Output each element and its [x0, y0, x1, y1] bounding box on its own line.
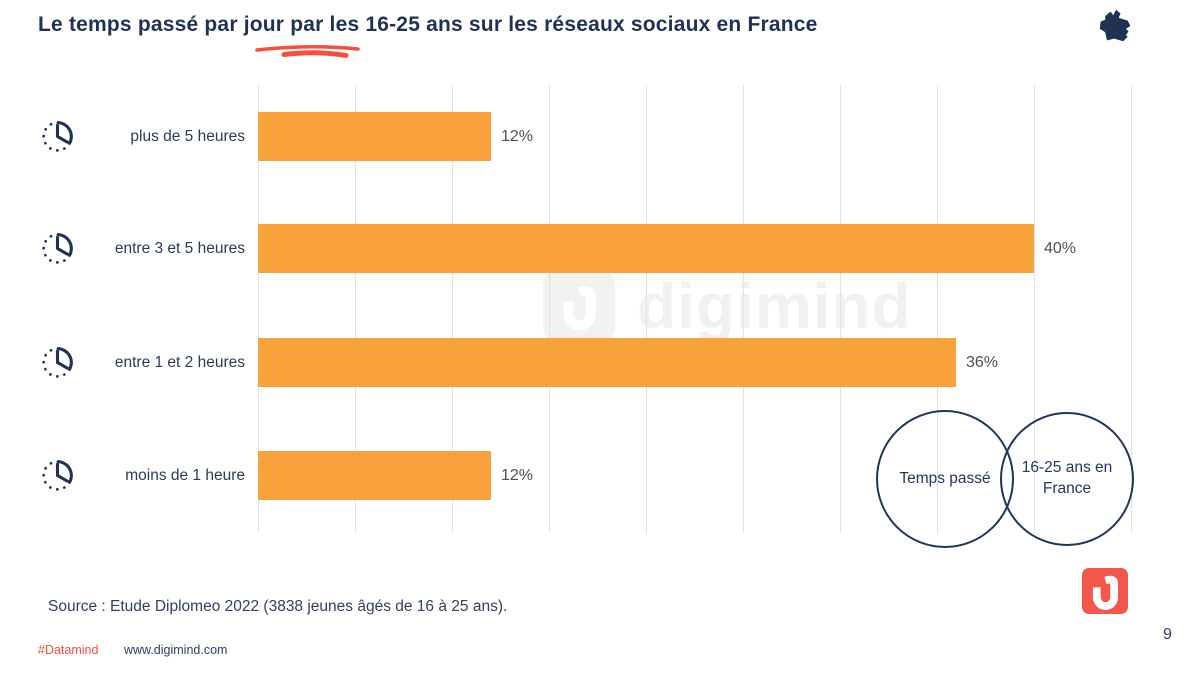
digimind-watermark-logo-icon	[543, 270, 615, 342]
france-map-icon	[1099, 9, 1131, 42]
clock-icon	[39, 230, 76, 272]
clock-icon	[39, 457, 76, 499]
venn-circle-temps-passe: Temps passé	[876, 410, 1014, 548]
category-label: entre 1 et 2 heures	[114, 353, 245, 371]
hashtag-datamind: #Datamind	[38, 643, 99, 657]
page-title: Le temps passé par jour par les 16-25 an…	[38, 13, 818, 36]
footer: #Datamind www.digimind.com	[38, 643, 227, 657]
bar-row: entre 3 et 5 heures 40%	[0, 224, 1200, 273]
bar-row: plus de 5 heures 12%	[0, 112, 1200, 161]
title-underline-scribble-icon	[255, 44, 360, 58]
clock-icon	[39, 118, 76, 160]
category-label: plus de 5 heures	[130, 127, 245, 145]
value-label: 36%	[966, 353, 999, 371]
bar	[258, 112, 491, 161]
bar	[258, 224, 1034, 273]
bar	[258, 451, 491, 500]
value-label: 40%	[1044, 239, 1077, 257]
source-text: Source : Etude Diplomeo 2022 (3838 jeune…	[48, 598, 508, 615]
venn-right-label: 16-25 ans en France	[1021, 459, 1113, 497]
venn-left-label: Temps passé	[899, 469, 991, 487]
value-label: 12%	[501, 466, 534, 484]
digimind-logo	[1082, 568, 1128, 614]
page-number: 9	[1163, 626, 1172, 643]
value-label: 12%	[501, 127, 534, 145]
digimind-d-icon	[1092, 575, 1119, 610]
category-label: moins de 1 heure	[125, 466, 245, 484]
bar-row: entre 1 et 2 heures 36%	[0, 338, 1200, 387]
venn-circle-16-25-ans: 16-25 ans en France	[1000, 412, 1134, 546]
clock-icon	[39, 344, 76, 386]
website-link: www.digimind.com	[123, 643, 228, 657]
category-label: entre 3 et 5 heures	[114, 239, 245, 257]
digimind-watermark: digimind	[543, 270, 912, 342]
digimind-watermark-text: digimind	[637, 270, 912, 342]
bar	[258, 338, 956, 387]
